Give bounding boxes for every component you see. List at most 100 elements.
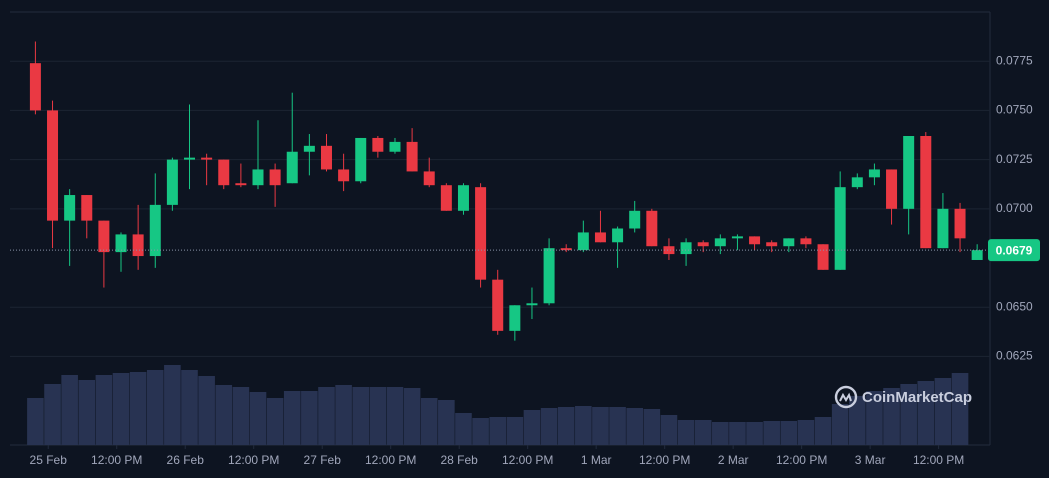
candle-body	[594, 232, 606, 243]
candle-body	[201, 157, 213, 160]
candle-body	[903, 135, 915, 209]
candle-body	[697, 242, 709, 247]
volume-bar	[694, 420, 712, 445]
candle-body	[766, 242, 778, 247]
volume-bar	[763, 421, 780, 445]
candle-body	[800, 238, 812, 245]
candle-body	[440, 185, 452, 211]
current-price-label: 0.0679	[996, 243, 1033, 257]
current-price-box	[988, 239, 1040, 262]
candle-body	[817, 244, 829, 270]
volume-bar	[506, 417, 524, 445]
candle-body	[868, 169, 880, 178]
x-tick-label: 1 Mar	[581, 453, 612, 467]
candle-body	[389, 141, 401, 152]
x-tick-label: 26 Feb	[167, 453, 205, 467]
candle-body	[132, 234, 144, 257]
candle-body	[47, 110, 59, 221]
volume-bar	[592, 407, 609, 445]
x-tick-label: 12:00 PM	[228, 453, 279, 467]
candle-body	[920, 135, 932, 249]
candle-body	[29, 63, 41, 111]
candle-body	[834, 187, 846, 270]
candle-body	[937, 208, 949, 249]
volume-bar	[386, 387, 404, 445]
logo-icon	[834, 385, 858, 409]
candle-body	[166, 159, 178, 205]
volume-bar	[438, 400, 455, 445]
y-tick-label: 0.0725	[996, 152, 1033, 166]
volume-bar	[557, 407, 575, 445]
candle-body	[320, 145, 332, 170]
candle-body	[457, 185, 469, 211]
candle-body	[184, 157, 196, 160]
candle-body	[886, 169, 898, 209]
x-tick-label: 12:00 PM	[91, 453, 142, 467]
volume-bar	[61, 375, 78, 445]
volume-bar	[523, 410, 541, 445]
x-tick-label: 12:00 PM	[639, 453, 690, 467]
x-tick-label: 12:00 PM	[502, 453, 553, 467]
candle-body	[269, 169, 281, 186]
candle-body	[663, 246, 675, 255]
candle-body	[560, 248, 572, 251]
candle-body	[954, 208, 966, 239]
candle-body	[680, 242, 692, 255]
volume-bar	[866, 391, 883, 445]
candle-body	[714, 238, 726, 247]
volume-bar	[181, 370, 198, 445]
candle-body	[218, 159, 230, 186]
x-tick-label: 25 Feb	[30, 453, 68, 467]
candle-body	[646, 210, 658, 247]
candle-body	[149, 204, 161, 257]
volume-bar	[198, 376, 215, 445]
volume-bar	[283, 391, 301, 445]
candle-body	[731, 236, 743, 239]
candle-body	[475, 187, 487, 280]
x-tick-label: 28 Feb	[441, 453, 479, 467]
candle-body	[406, 141, 418, 172]
candle-body	[235, 183, 247, 186]
volume-bar	[746, 422, 763, 445]
volume-bar	[215, 385, 233, 445]
candle-body	[81, 195, 93, 221]
volume-bar	[403, 388, 421, 445]
volume-bar	[318, 387, 335, 445]
volume-bar	[78, 380, 96, 445]
watermark: CoinMarketCap	[862, 389, 972, 406]
candle-body	[338, 169, 350, 182]
volume-bar	[301, 391, 318, 445]
candle-body	[851, 177, 863, 188]
candle-body	[423, 171, 435, 186]
candle-body	[509, 305, 521, 331]
volume-bar	[780, 421, 798, 445]
volume-bar	[883, 388, 900, 445]
volume-bar	[712, 422, 729, 445]
volume-bar	[352, 387, 370, 445]
candle-body	[252, 169, 264, 186]
volume-bar	[609, 407, 626, 445]
volume-bar	[27, 398, 44, 445]
volume-bar	[420, 398, 438, 445]
volume-bar	[677, 420, 695, 445]
y-tick-label: 0.0700	[996, 201, 1033, 215]
volume-bar	[797, 420, 815, 445]
volume-bar	[44, 384, 61, 445]
candle-body	[64, 195, 76, 221]
y-tick-label: 0.0750	[996, 103, 1033, 117]
candle-body	[286, 151, 298, 184]
candle-body	[115, 234, 127, 253]
candle-body	[749, 236, 761, 245]
volume-bar	[729, 422, 746, 445]
volume-bar	[146, 370, 164, 445]
candle-body	[98, 220, 110, 253]
volume-bar	[335, 385, 352, 445]
volume-bar	[626, 408, 644, 445]
volume-bar	[266, 398, 284, 445]
volume-bar	[831, 404, 849, 445]
candle-body	[612, 228, 624, 243]
candle-body	[971, 250, 983, 260]
y-tick-label: 0.0650	[996, 299, 1033, 313]
